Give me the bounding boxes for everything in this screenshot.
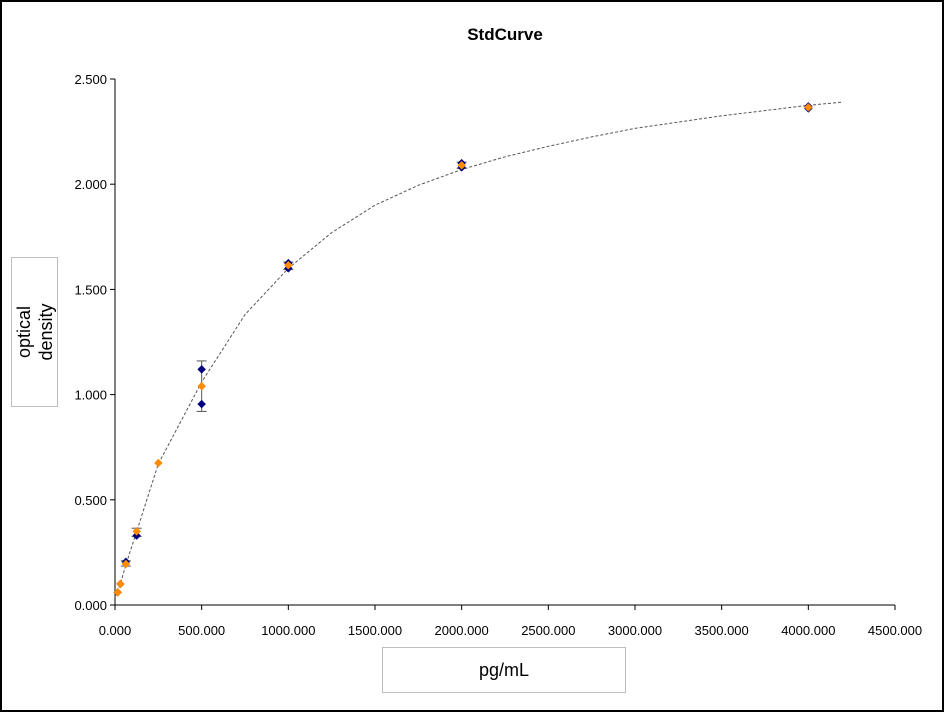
x-tick-label: 500.000: [178, 623, 225, 638]
y-tick-label: 2.000: [74, 177, 107, 192]
x-axis-label: pg/mL: [478, 659, 530, 680]
data-point-series-2: [457, 160, 467, 170]
x-tick-label: 2500.000: [521, 623, 575, 638]
y-axis-label: optical density: [13, 303, 56, 361]
y-tick-label: 1.000: [74, 388, 107, 403]
x-tick-label: 1000.000: [261, 623, 315, 638]
data-point-series-2: [283, 260, 293, 270]
x-axis-label-box: pg/mL: [382, 647, 626, 693]
data-point-series-2: [803, 103, 813, 112]
x-tick-label: 3500.000: [695, 623, 749, 638]
fit-curve-line: [114, 101, 844, 597]
x-tick-label: 2000.000: [435, 623, 489, 638]
data-points: [113, 101, 813, 597]
x-tick-label: 0.000: [99, 623, 132, 638]
y-tick-label: 0.500: [74, 493, 107, 508]
data-point-series-2: [132, 527, 142, 536]
data-point-series-2: [121, 559, 131, 569]
data-point-series-2: [153, 458, 163, 468]
x-tick-label: 4000.000: [781, 623, 835, 638]
data-point-series-1: [197, 364, 207, 374]
data-point-series-2: [113, 588, 123, 597]
y-tick-label: 2.500: [74, 72, 107, 87]
y-axis-label-box: optical density: [11, 257, 58, 407]
chart-title: StdCurve: [467, 25, 543, 44]
data-point-series-1: [197, 399, 207, 409]
x-tick-label: 4500.000: [868, 623, 922, 638]
x-tick-label: 3000.000: [608, 623, 662, 638]
data-point-series-2: [197, 381, 207, 391]
data-point-series-2: [116, 579, 125, 589]
x-tick-label: 1500.000: [348, 623, 402, 638]
fit-curve: [114, 101, 844, 597]
error-bars: [120, 161, 467, 567]
y-tick-label: 1.500: [74, 282, 107, 297]
y-tick-label: 0.000: [74, 598, 107, 613]
chart-axes: 0.000 500.000 1000.000 1500.000 2000.000 2500…: [74, 72, 922, 638]
